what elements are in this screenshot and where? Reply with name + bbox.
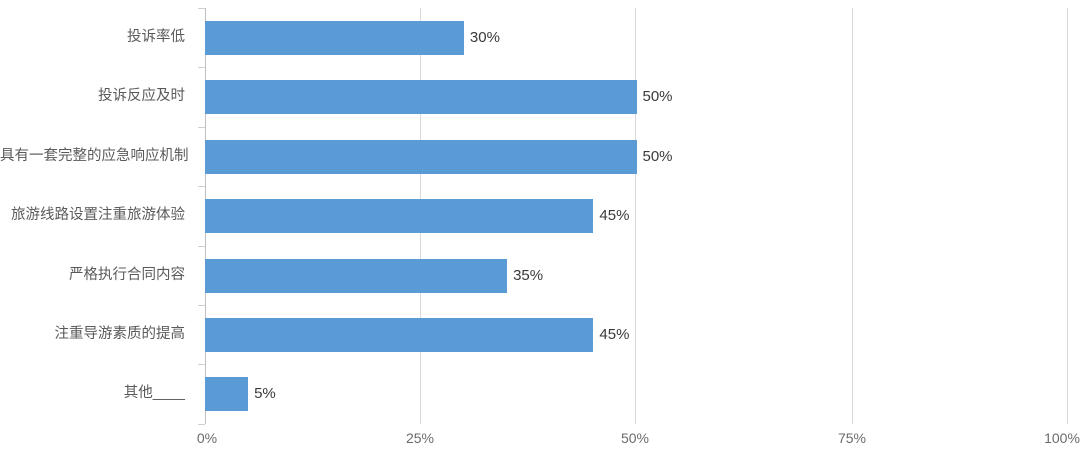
bar-value-label: 50% <box>642 88 673 106</box>
category-tick <box>198 126 205 128</box>
category-label: 投诉率低 <box>127 29 185 45</box>
x-axis-labels: 0% 25% 50% 75% 100% <box>0 430 1080 454</box>
bar-value-label: 50% <box>642 147 673 165</box>
bar[interactable] <box>205 258 508 293</box>
category-label: 具有一套完整的应急响应机制 <box>0 147 189 164</box>
category-tick <box>198 186 205 188</box>
bar[interactable] <box>205 199 594 234</box>
plot-area: 30% 50% 50% 45% 35% <box>198 8 1068 425</box>
bar-row: 45% <box>198 305 1068 364</box>
gridline-50 <box>635 8 636 424</box>
category-label: 投诉反应及时 <box>98 88 185 105</box>
x-tick-label: 25% <box>405 430 435 446</box>
category-label: 注重导游素质的提高 <box>54 326 186 342</box>
bar-row: 45% <box>198 186 1068 245</box>
bar-row: 35% <box>198 245 1068 305</box>
bar-row: 30% <box>198 8 1068 67</box>
bar[interactable] <box>205 377 249 412</box>
x-tick-label: 100% <box>1044 430 1080 446</box>
x-tick-label: 0% <box>196 430 218 446</box>
bar-value-label: 5% <box>254 385 276 403</box>
category-tick <box>198 423 205 425</box>
category-tick <box>198 8 205 9</box>
bar-rows: 30% 50% 50% 45% 35% <box>198 8 1068 425</box>
x-tick-label: 50% <box>620 430 650 446</box>
bar-value-label: 30% <box>469 29 500 46</box>
category-label: 其他____ <box>123 385 185 402</box>
bar-row: 5% <box>198 364 1068 425</box>
bar[interactable] <box>205 80 637 115</box>
bar-row: 50% <box>198 67 1068 126</box>
x-tick-label: 75% <box>837 430 867 446</box>
bar[interactable] <box>205 21 464 55</box>
category-label: 旅游线路设置注重旅游体验 <box>11 207 185 224</box>
category-tick <box>198 245 205 247</box>
category-tick <box>198 305 205 306</box>
bar-value-label: 45% <box>599 207 630 225</box>
bar-value-label: 45% <box>599 326 630 343</box>
category-axis-labels: 投诉率低 投诉反应及时 具有一套完整的应急响应机制 旅游线路设置注重旅游体验 严… <box>0 8 195 424</box>
category-tick <box>198 364 205 366</box>
category-tick <box>198 67 205 69</box>
category-label: 严格执行合同内容 <box>69 266 185 283</box>
gridline-100 <box>1067 8 1068 424</box>
gridline-75 <box>852 8 853 424</box>
bar-value-label: 35% <box>513 266 544 284</box>
bar-row: 50% <box>198 126 1068 186</box>
bar[interactable] <box>205 318 594 352</box>
bar[interactable] <box>205 139 637 174</box>
